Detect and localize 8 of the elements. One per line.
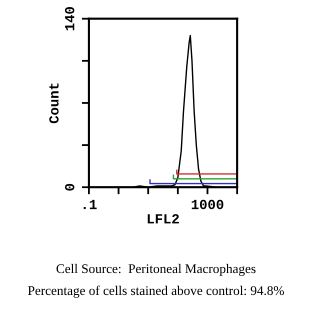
y-axis-title: Count (49, 83, 59, 124)
y-tick-label: 140 (64, 7, 74, 30)
text: Cell Source: Peritoneal Macrophages (56, 264, 256, 276)
x-tick-label: 1000 (192, 200, 224, 210)
text: Percentage of cells stained above control: 94.8% (28, 286, 284, 298)
x-tick-label: .1 (84, 200, 97, 210)
x-axis-title: LFL2 (148, 214, 179, 224)
y-tick-label: 0 (64, 184, 74, 191)
